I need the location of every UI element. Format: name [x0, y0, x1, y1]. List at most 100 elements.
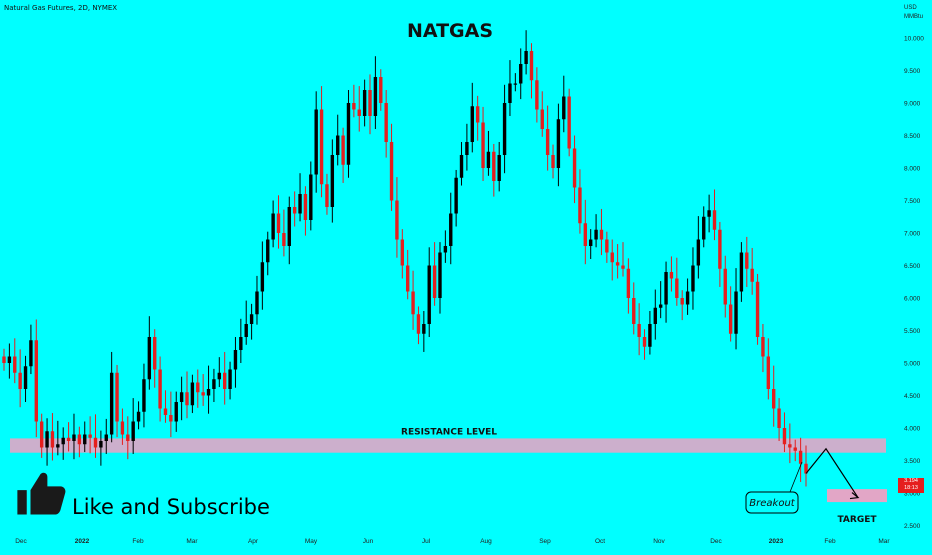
candle-body: [750, 268, 754, 282]
candle-body: [653, 307, 657, 324]
candle-body: [212, 379, 216, 389]
candle-body: [379, 77, 383, 103]
candle-body: [422, 324, 426, 334]
currency-label: USD: [904, 5, 917, 11]
resistance-zone: [10, 438, 886, 453]
candle-body: [217, 372, 222, 380]
candle-body: [788, 444, 792, 448]
x-tick-label: Feb: [824, 538, 836, 545]
candle-body: [658, 304, 663, 308]
x-tick-label: Mar: [878, 538, 890, 545]
breakout-box: [745, 491, 799, 514]
chart-title: NATGAS: [406, 20, 494, 42]
candle-body: [169, 415, 173, 422]
candle-body: [443, 246, 448, 253]
last-price: 3.194: [904, 478, 918, 484]
y-tick-label: 7.500: [904, 198, 921, 205]
projection-arrowhead: [849, 492, 860, 500]
candle-body: [18, 372, 22, 389]
symbol-info: Natural Gas Futures, 2D, NYMEX: [4, 4, 118, 12]
candle-body: [13, 356, 17, 373]
x-tick-label: Apr: [248, 538, 259, 545]
candle-body: [723, 268, 727, 305]
countdown: 18:13: [904, 485, 918, 491]
candle-body: [319, 109, 324, 185]
candle-body: [271, 213, 275, 240]
projection-path: [805, 447, 859, 498]
candle-body: [266, 239, 270, 263]
candle-body: [142, 379, 146, 412]
candle-body: [782, 428, 787, 445]
candle-body: [179, 392, 184, 402]
candle-body: [449, 213, 453, 246]
x-tick-label: Dec: [15, 538, 27, 545]
y-tick-label: 2.500: [904, 523, 921, 530]
candle-body: [126, 434, 130, 441]
candle-body: [486, 151, 491, 168]
candle-body: [88, 434, 92, 438]
candle-body: [23, 366, 28, 389]
candle-body: [535, 80, 539, 110]
candle-body: [77, 434, 82, 445]
candle-body: [201, 392, 205, 396]
candle-body: [222, 372, 227, 389]
x-tick-label: 2023: [769, 538, 784, 545]
candle-body: [562, 96, 566, 120]
candle-body: [56, 444, 60, 448]
y-tick-label: 4.500: [904, 393, 921, 400]
candle-body: [675, 278, 679, 298]
x-tick-label: Mar: [186, 538, 198, 545]
x-tick-label: Oct: [595, 538, 605, 545]
candle-body: [718, 229, 722, 269]
candle-body: [438, 252, 442, 298]
candle-body: [39, 421, 44, 448]
x-tick-label: Nov: [653, 538, 665, 545]
candle-body: [691, 265, 695, 292]
candle-body: [470, 106, 474, 142]
y-tick-label: 8.500: [904, 133, 921, 140]
candle-body: [405, 265, 410, 292]
candle-body: [341, 135, 345, 165]
candle-body: [400, 239, 405, 266]
candle-body: [427, 265, 431, 324]
candle-body: [196, 382, 200, 393]
candle-body: [712, 210, 717, 230]
candle-body: [680, 298, 684, 305]
candle-body: [336, 135, 340, 155]
candle-body: [244, 324, 248, 337]
y-tick-label: 5.000: [904, 361, 921, 368]
candle-body: [2, 356, 6, 363]
x-tick-label: Dec: [710, 538, 722, 545]
y-tick-label: 9.000: [904, 101, 921, 108]
candle-body: [352, 103, 356, 110]
candle-body: [346, 103, 351, 165]
candle-body: [567, 96, 571, 149]
candle-body: [99, 441, 103, 448]
candle-body: [793, 447, 797, 451]
thumbs-up-icon: [17, 472, 66, 515]
candle-body: [772, 389, 776, 409]
candle-body: [190, 382, 195, 406]
candle-body: [115, 372, 119, 422]
x-tick-label: Feb: [132, 538, 144, 545]
candle-body: [368, 90, 372, 116]
candle-body: [588, 239, 593, 246]
candle-body: [314, 109, 318, 175]
candle-body: [508, 83, 512, 103]
resistance-label: RESISTANCE LEVEL: [401, 427, 497, 437]
x-tick-label: Jul: [422, 538, 431, 545]
candle-body: [131, 421, 135, 441]
candle-body: [136, 411, 141, 422]
candle-body: [615, 262, 620, 266]
candle-body: [373, 77, 378, 116]
candle-body: [287, 207, 291, 246]
candle-body: [599, 229, 604, 240]
candle-body: [109, 372, 114, 435]
breakout-label: Breakout: [749, 498, 795, 509]
candle-body: [519, 64, 523, 84]
candle-body: [120, 421, 125, 435]
y-tick-label: 5.500: [904, 328, 921, 335]
candle-body: [357, 109, 361, 116]
